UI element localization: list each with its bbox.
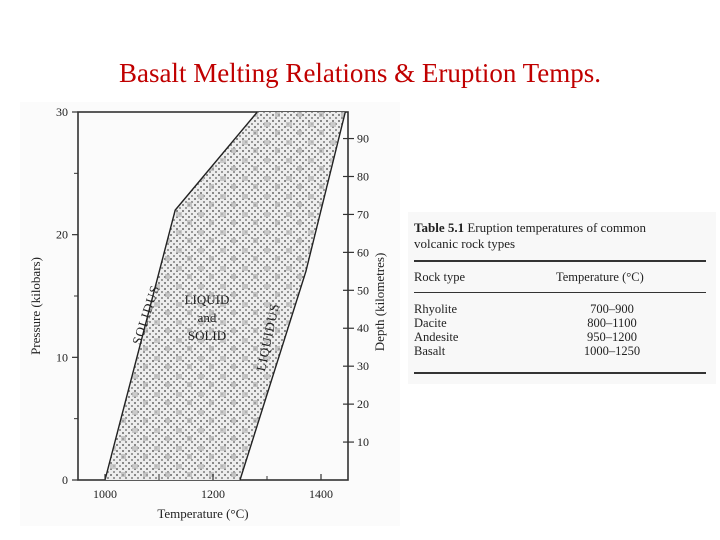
depth-tick-label: 50	[357, 283, 369, 297]
table-cell-rock: Basalt	[414, 344, 446, 358]
table-caption-line1: Eruption temperatures of common	[467, 220, 647, 235]
table-cell-rock: Dacite	[414, 316, 447, 330]
pressure-tick-label: 20	[56, 228, 68, 242]
melting-field-texture	[105, 112, 346, 480]
table-cell-rock: Rhyolite	[414, 302, 458, 316]
field-label-line: and	[198, 310, 217, 325]
depth-tick-label: 90	[357, 132, 369, 146]
depth-tick-label: 20	[357, 397, 369, 411]
depth-tick-label: 70	[357, 207, 369, 221]
pressure-tick-label: 30	[56, 105, 68, 119]
depth-tick-label: 40	[357, 321, 369, 335]
liquidus-curve	[239, 111, 346, 481]
table-caption-line2: volcanic rock types	[414, 236, 516, 251]
melting-diagram-svg: 1000 1200 1400 0 10 20 30 10 20 30 40 50 60 70 80 90 Te…	[28, 105, 387, 521]
eruption-temperature-table: Table 5.1 Eruption temperatures of commo…	[408, 212, 716, 384]
x-tick-label: 1000	[93, 487, 117, 501]
pressure-tick-label: 10	[56, 350, 68, 364]
x-tick-label: 1200	[201, 487, 225, 501]
slide-title: Basalt Melting Relations & Eruption Temp…	[118, 58, 602, 88]
depth-tick-label: 10	[357, 435, 369, 449]
table-cell-rock: Andesite	[414, 330, 459, 344]
header-rock-type: Rock type	[414, 270, 466, 284]
x-tick-label: 1400	[309, 487, 333, 501]
table-cell-temperature: 1000–1250	[583, 344, 641, 358]
x-axis-label: Temperature (°C)	[157, 506, 248, 521]
depth-tick-label: 80	[357, 169, 369, 183]
header-temperature: Temperature (°C)	[556, 270, 644, 284]
y-axis-right-label: Depth (kilometres)	[372, 253, 387, 352]
field-label-line: SOLID	[188, 328, 226, 343]
table-rule-top	[414, 260, 706, 262]
table-rule-bottom	[414, 372, 706, 374]
field-label-line: LIQUID	[185, 292, 230, 307]
table-caption-number: Table 5.1	[414, 220, 465, 235]
table-rule-mid	[414, 292, 706, 293]
y-axis-left-label: Pressure (kilobars)	[28, 257, 43, 355]
depth-tick-label: 60	[357, 245, 369, 259]
table-cell-temperature: 950–1200	[587, 330, 637, 344]
table-cell-temperature: 700–900	[590, 302, 634, 316]
pressure-tick-label: 0	[62, 473, 68, 487]
depth-tick-label: 30	[357, 359, 369, 373]
solidus-curve	[104, 111, 258, 481]
table-caption: Table 5.1 Eruption temperatures of commo…	[414, 220, 714, 235]
table-cell-temperature: 800–1100	[587, 316, 637, 330]
melting-diagram: 1000 1200 1400 0 10 20 30 10 20 30 40 50 60 70 80 90 Te…	[20, 102, 400, 526]
